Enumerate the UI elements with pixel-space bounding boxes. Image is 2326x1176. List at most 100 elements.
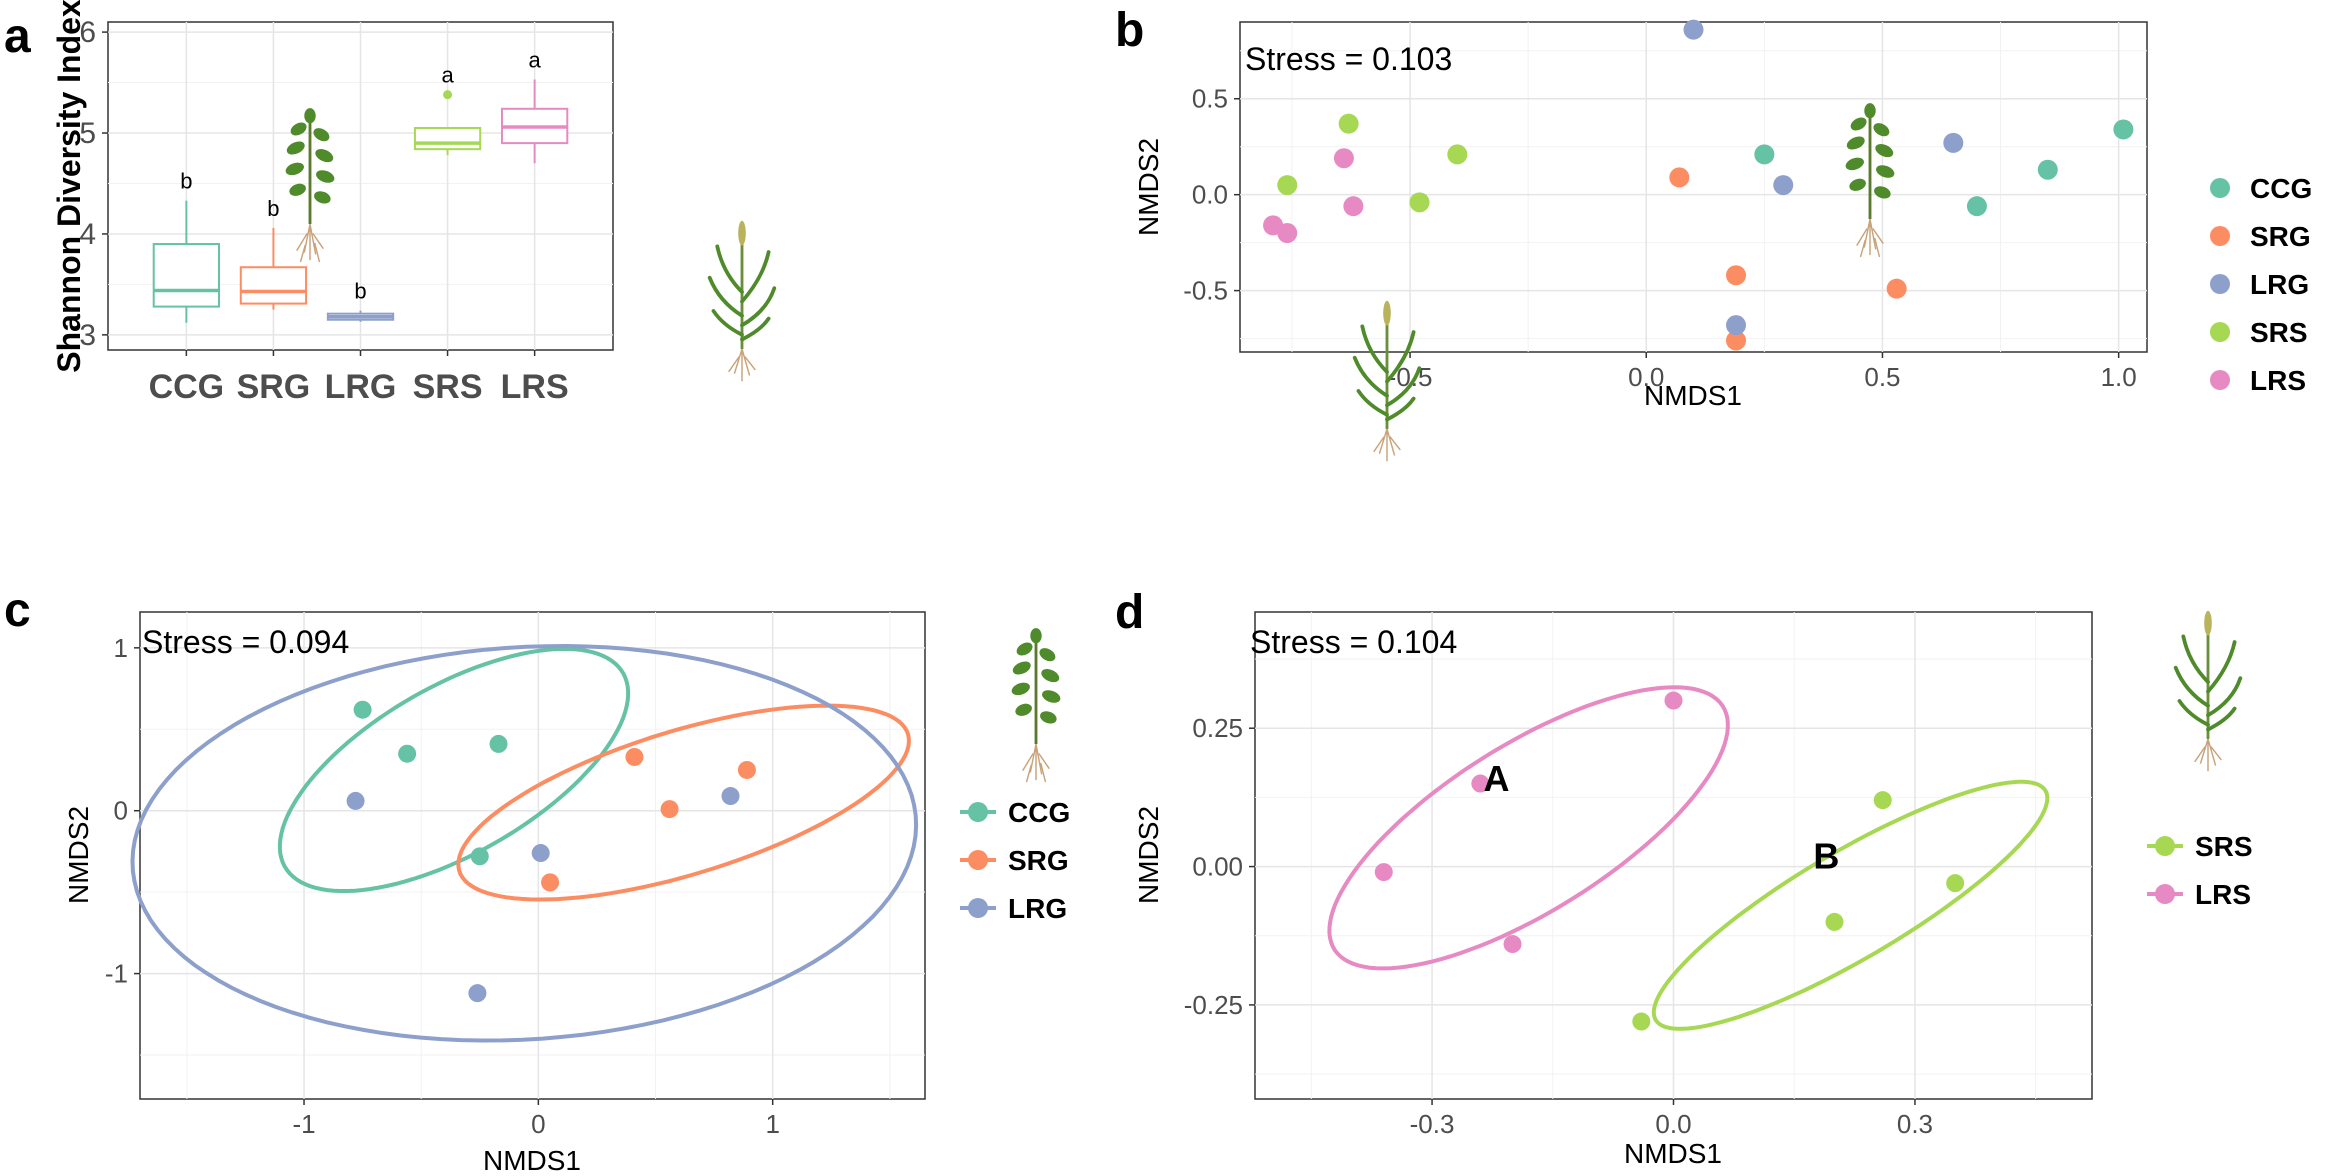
point-lrg <box>1726 315 1747 336</box>
group-label: A <box>1483 758 1509 799</box>
ellipse-srg <box>456 703 911 902</box>
panel-label-b: b <box>1115 4 1144 57</box>
ellipse-lrg <box>130 643 919 1043</box>
x-category-label: LRG <box>325 368 397 406</box>
point-lrs <box>1471 774 1490 793</box>
legend-marker <box>2210 274 2230 294</box>
point-lrg <box>1773 175 1794 196</box>
point-ccg <box>470 847 489 866</box>
point-srg <box>1669 167 1690 188</box>
legend-label: SRG <box>1008 845 1069 876</box>
box-lrs: a <box>500 48 569 164</box>
ellipse-lrs <box>1327 685 1730 971</box>
significance-letter: b <box>180 169 192 194</box>
box-outlier <box>443 90 453 100</box>
legend-item-lrs: LRS <box>2147 879 2251 910</box>
box-lrg: b <box>326 279 395 322</box>
panel-a-x-categories: CCG SRG LRG SRS LRS <box>149 350 569 406</box>
legend-marker <box>2210 226 2230 246</box>
box-body <box>152 243 221 308</box>
y-tick-label: 0 <box>114 796 128 826</box>
ellipse-ccg <box>277 647 631 893</box>
box-body <box>413 126 482 151</box>
point-srs <box>1873 791 1892 810</box>
panel-c-points <box>346 700 756 1003</box>
x-category-label: LRS <box>501 368 569 406</box>
y-tick-label: 0.0 <box>1192 180 1228 210</box>
legend-item-lrs: LRS <box>2210 365 2306 396</box>
x-tick-label: 0.5 <box>1864 362 1900 392</box>
panel-c-x-label: NMDS1 <box>483 1145 581 1176</box>
y-tick-label: 0.25 <box>1192 713 1243 743</box>
y-tick-label: 0.5 <box>1192 84 1228 114</box>
x-tick-label: 0 <box>531 1109 545 1139</box>
group-label: B <box>1813 836 1839 877</box>
panel-c-stress-label: Stress = 0.094 <box>142 624 349 660</box>
significance-letter: b <box>354 279 366 304</box>
legend-item-lrg: LRG <box>2210 269 2309 300</box>
legend-label: CCG <box>2250 173 2312 204</box>
panel-label-a: a <box>4 10 31 63</box>
point-ccg <box>1754 144 1775 165</box>
panel-b-frame <box>1239 21 2148 353</box>
point-srs <box>1409 192 1430 213</box>
box-body <box>239 266 308 305</box>
significance-letter: a <box>529 48 542 73</box>
point-ccg <box>398 744 417 763</box>
legend-label: LRS <box>2250 365 2306 396</box>
point-srg <box>1726 330 1747 351</box>
box-srs: a <box>413 63 482 156</box>
legend-item-srg: SRG <box>2210 221 2311 252</box>
y-tick-label: 5 <box>79 117 96 150</box>
point-lrg <box>721 787 740 806</box>
x-tick-label: 0.3 <box>1897 1109 1933 1139</box>
point-srg <box>625 747 644 766</box>
legend-marker <box>968 898 988 918</box>
point-lrg <box>468 984 487 1003</box>
panel-d-ellipses <box>1327 685 2050 1031</box>
point-lrg <box>1683 19 1704 40</box>
point-srs <box>1447 144 1468 165</box>
legend-marker <box>2155 884 2175 904</box>
significance-letter: a <box>441 63 454 88</box>
box-ccg: b <box>152 169 221 323</box>
grass-plant-icon <box>2173 608 2243 774</box>
panel-b-x-label: NMDS1 <box>1644 380 1742 411</box>
legend-marker <box>968 802 988 822</box>
legend-item-lrg: LRG <box>960 893 1067 924</box>
panel-d-y-label: NMDS2 <box>1133 806 1164 904</box>
legend-label: LRS <box>2195 879 2251 910</box>
panel-a-boxes: b b b a a <box>152 48 569 323</box>
panel-b-points <box>1263 19 2134 351</box>
legend-marker <box>2210 178 2230 198</box>
panel-a-y-label: Shannon Diversity Index <box>51 0 87 373</box>
legend-marker <box>968 850 988 870</box>
legend-label: SRS <box>2195 831 2253 862</box>
legend-item-ccg: CCG <box>960 797 1070 828</box>
panel-d-points <box>1374 691 1965 1031</box>
panel-c-ticks: -1 0 1 -1 0 1 <box>105 633 780 1139</box>
point-ccg <box>2037 159 2058 180</box>
y-tick-label: 3 <box>79 319 96 352</box>
point-lrg <box>531 844 550 863</box>
legend-marker <box>2210 370 2230 390</box>
significance-letter: b <box>267 196 279 221</box>
x-tick-label: -0.3 <box>1410 1109 1455 1139</box>
panel-b-legend: CCG SRG LRG SRS LRS <box>2210 173 2312 396</box>
point-lrs <box>1333 148 1354 169</box>
y-tick-label: -0.5 <box>1183 276 1228 306</box>
panel-b-y-label: NMDS2 <box>1133 138 1164 236</box>
legend-marker <box>2210 322 2230 342</box>
x-category-label: SRS <box>413 368 483 406</box>
point-lrs <box>1277 223 1298 244</box>
panel-label-d: d <box>1115 586 1144 639</box>
legend-label: SRS <box>2250 317 2308 348</box>
y-tick-label: 4 <box>79 218 96 251</box>
point-srg <box>660 800 679 819</box>
point-ccg <box>1966 196 1987 217</box>
x-tick-label: 0.0 <box>1628 362 1664 392</box>
y-tick-label: 6 <box>79 16 96 49</box>
point-lrg <box>346 791 365 810</box>
point-lrg <box>1943 132 1964 153</box>
panel-c-ellipses <box>130 643 919 1043</box>
